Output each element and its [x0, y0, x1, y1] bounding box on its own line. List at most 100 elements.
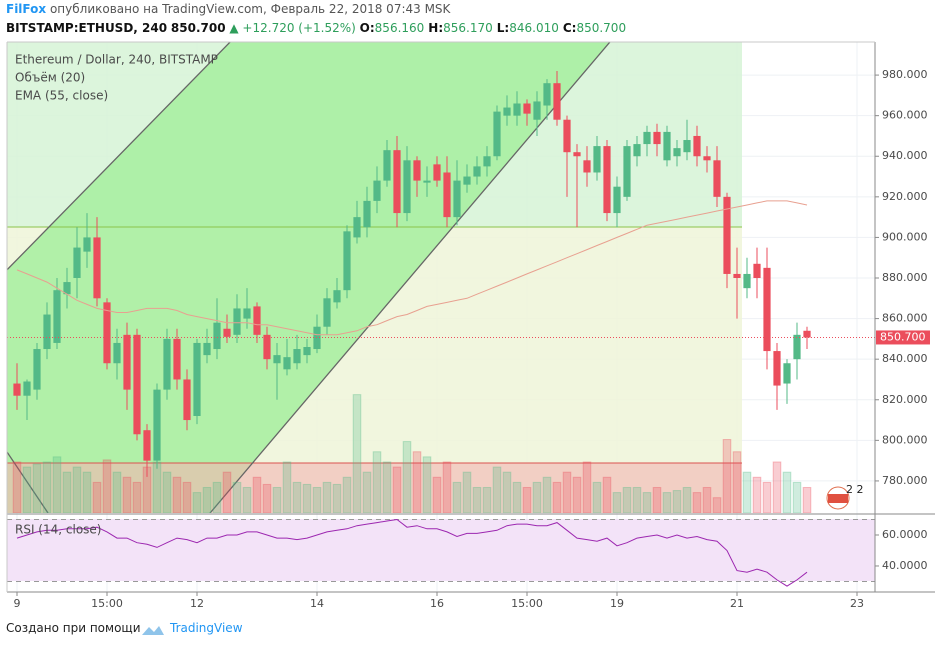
ema-line	[16, 200, 808, 336]
volume-bar	[792, 481, 802, 513]
ohlc-value: 856.170	[443, 21, 493, 35]
candle-body	[593, 146, 601, 173]
footer-text: Создано при помощи	[6, 621, 141, 635]
marks	[7, 71, 875, 477]
candle-body	[383, 150, 391, 181]
y-tick-label: 60.0000	[882, 528, 928, 541]
volume-bar	[532, 481, 542, 513]
volume-bar	[642, 492, 652, 513]
x-tick-label: 19	[610, 597, 624, 610]
candle-body	[43, 314, 51, 350]
candle-body	[363, 200, 371, 228]
volume-bar	[72, 466, 82, 513]
candle-body	[533, 101, 541, 120]
volume-legend: Объём (20)	[15, 71, 85, 85]
candle-body	[473, 166, 481, 177]
y-tick-label: 840.000	[882, 352, 928, 365]
volume-bar	[492, 466, 502, 513]
volume-bar	[722, 439, 732, 513]
candle-body	[63, 282, 71, 295]
candle-body	[613, 186, 621, 214]
change: ▲ +12.720 (+1.52%)	[229, 21, 356, 35]
volume-bar	[472, 486, 482, 513]
volume-bar	[372, 451, 382, 513]
y-tick-label: 40.0000	[882, 559, 928, 572]
candle-body	[33, 349, 41, 390]
candle-body	[213, 322, 221, 350]
candle-body	[633, 144, 641, 157]
volume-bar	[622, 486, 632, 513]
volume-bar	[82, 471, 92, 513]
volume-bar	[522, 486, 532, 513]
volume-bar	[732, 451, 742, 513]
candle-body	[653, 131, 661, 145]
footer-brand[interactable]: TradingView	[170, 621, 243, 635]
channel-line	[7, 451, 49, 513]
candle-body	[513, 103, 521, 116]
volume-bar	[92, 481, 102, 513]
candle-body	[643, 131, 651, 145]
candle-body	[803, 330, 811, 338]
volume-bar	[412, 451, 422, 513]
candle-body	[223, 328, 231, 337]
candle-body	[173, 338, 181, 380]
candle-body	[253, 306, 261, 335]
candle-body	[483, 156, 491, 167]
volume-bar	[202, 486, 212, 513]
brand-logo[interactable]	[140, 622, 166, 638]
y-tick-label: 880.000	[882, 271, 928, 284]
candle-body	[203, 342, 211, 356]
volume-bar	[612, 492, 622, 513]
volume-bar	[592, 481, 602, 513]
ohlc: O:856.160 H:856.170 L:846.010 C:850.700	[360, 21, 630, 35]
candle-body	[433, 164, 441, 181]
candle-body	[323, 298, 331, 327]
volume-bar	[362, 471, 372, 513]
volume-bar	[342, 476, 352, 513]
volume-bar	[192, 492, 202, 513]
candle-body	[233, 308, 241, 335]
volume-bar	[402, 441, 412, 513]
candle-body	[243, 308, 251, 319]
x-tick-label: 21	[730, 597, 744, 610]
candle-body	[553, 83, 561, 120]
volume-bar	[772, 461, 782, 513]
candle-body	[163, 338, 171, 390]
volume-bar	[752, 476, 762, 513]
volume-bar	[432, 476, 442, 513]
volume-bar	[562, 471, 572, 513]
author[interactable]: FilFox	[6, 2, 47, 16]
candle-body	[193, 342, 201, 416]
badge-text: 2 2	[846, 483, 864, 496]
badge-flag	[828, 494, 848, 503]
candle-body	[713, 160, 721, 197]
candle-body	[103, 302, 111, 364]
candle-body	[403, 160, 411, 214]
volume-bar	[512, 481, 522, 513]
candle-body	[693, 135, 701, 157]
volume-bar	[312, 486, 322, 513]
candle-body	[13, 383, 21, 396]
header-line-1: FilFox опубликовано на TradingView.com, …	[6, 2, 450, 16]
series-title: Ethereum / Dollar, 240, BITSTAMP	[15, 53, 218, 67]
y-tick-label: 820.000	[882, 393, 928, 406]
candle-body	[303, 347, 311, 356]
candle-body	[723, 196, 731, 274]
candle-body	[493, 111, 501, 157]
volume-bar	[542, 476, 552, 513]
volume-bar	[252, 476, 262, 513]
y-tick-label: 980.000	[882, 68, 928, 81]
symbol: BITSTAMP:ETHUSD, 240	[6, 21, 168, 35]
candle-body	[753, 263, 761, 279]
candle-body	[523, 103, 531, 114]
candle-body	[763, 267, 771, 352]
volume-bar	[222, 471, 232, 513]
y-tick-label: 960.000	[882, 109, 928, 122]
ohlc-key: C:	[562, 21, 577, 35]
last-price-label: 850.700	[880, 330, 926, 343]
volume-bar	[652, 486, 662, 513]
candle-body	[23, 381, 31, 396]
candle-body	[453, 180, 461, 218]
volume-bar	[102, 459, 112, 513]
volume-bar	[232, 481, 242, 513]
